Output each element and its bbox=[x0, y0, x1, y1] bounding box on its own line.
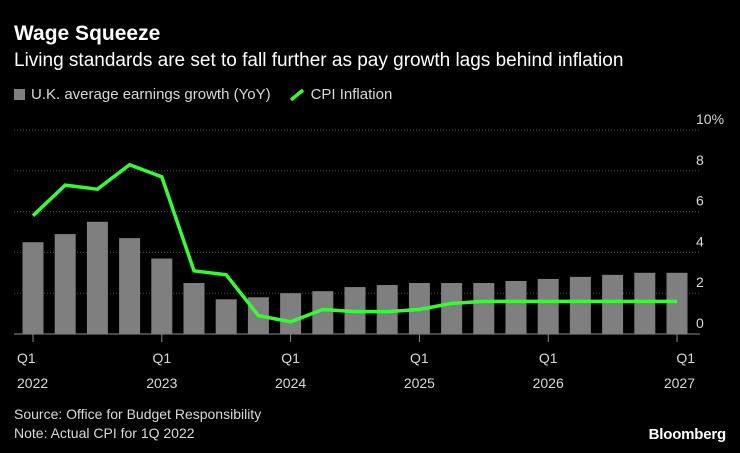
bar-layer bbox=[22, 221, 688, 334]
earnings-bar bbox=[119, 238, 141, 334]
y-tick-label: 2 bbox=[696, 274, 704, 290]
x-tick-year: 2023 bbox=[146, 375, 177, 391]
bloomberg-logo: Bloomberg bbox=[648, 426, 727, 443]
earnings-bar bbox=[215, 299, 237, 334]
earnings-bar bbox=[569, 276, 591, 334]
cpi-inflation-line bbox=[31, 162, 677, 324]
earnings-bar bbox=[505, 280, 527, 334]
line-layer bbox=[31, 162, 677, 324]
x-tick-quarter: Q1 bbox=[152, 350, 171, 366]
earnings-bar bbox=[473, 283, 495, 334]
chart-legend: U.K. average earnings growth (YoY) CPI I… bbox=[14, 86, 392, 103]
x-tick-quarter: Q1 bbox=[410, 350, 429, 366]
earnings-bar bbox=[22, 242, 44, 334]
earnings-bar bbox=[634, 272, 656, 334]
y-axis-ticks: 0 2 4 6 8 10% bbox=[696, 111, 724, 331]
legend-line-swatch bbox=[289, 88, 304, 101]
earnings-bar bbox=[86, 221, 108, 334]
x-tick-year: 2022 bbox=[17, 375, 48, 391]
y-tick-label: 0 bbox=[696, 315, 704, 331]
source-note: Source: Office for Budget Responsibility bbox=[14, 406, 262, 422]
earnings-bar bbox=[666, 272, 688, 334]
x-tick-quarter: Q1 bbox=[676, 350, 695, 366]
earnings-bar bbox=[441, 283, 463, 334]
earnings-bar bbox=[54, 234, 76, 334]
earnings-bar bbox=[312, 291, 334, 334]
earnings-bar bbox=[376, 285, 398, 334]
x-tick-quarter: Q1 bbox=[539, 350, 558, 366]
chart-title: Wage Squeeze bbox=[14, 22, 161, 45]
x-tick-year: 2025 bbox=[404, 375, 435, 391]
earnings-bar bbox=[280, 293, 302, 334]
legend-bar-swatch bbox=[14, 89, 25, 100]
x-axis-ticks: Q1 2022 Q1 2023 Q1 2024 Q1 2025 Q1 2026 Q1 2027 bbox=[17, 334, 695, 391]
footnote: Note: Actual CPI for 1Q 2022 bbox=[14, 425, 195, 441]
chart-subtitle: Living standards are set to fall further… bbox=[14, 50, 624, 71]
legend-line-label: CPI Inflation bbox=[310, 86, 393, 103]
y-tick-label: 10% bbox=[696, 111, 724, 127]
x-tick-year: 2027 bbox=[664, 375, 695, 391]
x-tick-year: 2024 bbox=[275, 375, 306, 391]
earnings-bar bbox=[151, 258, 173, 334]
y-tick-label: 8 bbox=[696, 152, 704, 168]
x-tick-year: 2026 bbox=[533, 375, 564, 391]
earnings-bar bbox=[183, 283, 205, 334]
legend-bar-label: U.K. average earnings growth (YoY) bbox=[31, 86, 271, 103]
x-tick-quarter: Q1 bbox=[281, 350, 300, 366]
x-tick-quarter: Q1 bbox=[17, 350, 36, 366]
y-tick-label: 6 bbox=[696, 193, 704, 209]
y-tick-label: 4 bbox=[696, 233, 704, 249]
earnings-bar bbox=[537, 278, 559, 334]
earnings-bar bbox=[602, 274, 624, 334]
